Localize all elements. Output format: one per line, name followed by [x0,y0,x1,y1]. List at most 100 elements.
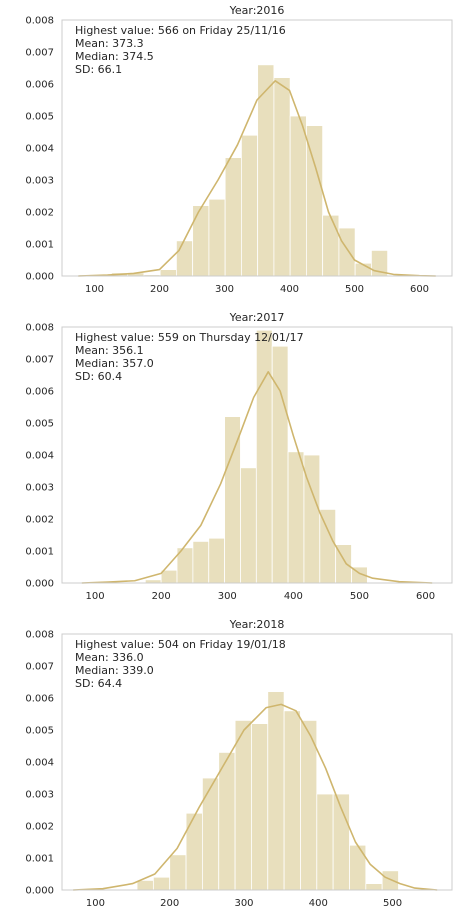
chart-title: Year:2017 [229,311,285,324]
histogram-bar [234,720,252,891]
y-tick-label: 0.003 [25,176,54,187]
y-tick-label: 0.004 [25,144,54,155]
axes-frame [61,633,453,891]
y-tick-label: 0.007 [25,662,54,673]
x-tick-label: 300 [234,898,253,909]
histogram-bar [365,883,383,891]
x-tick-label: 500 [383,898,402,909]
histogram-bar [185,812,203,891]
y-tick-label: 0.005 [25,419,54,430]
histogram-bar [255,329,273,584]
panel-1: 0.000 0.001 0.002 0.003 0.004 0.005 0.006 0.007… [25,4,453,295]
kde-line [81,370,433,584]
y-tick-label: 0.007 [25,48,54,59]
stats-annotation: Median: 339.0 [75,664,154,677]
y-tick-label: 0.002 [25,822,54,833]
stats-annotation: SD: 64.4 [75,677,122,690]
histogram-bar [267,691,285,891]
histogram-bar [316,793,334,891]
histogram-bar [160,569,178,584]
histogram-bar [240,134,259,277]
histogram-bar [251,723,269,891]
histogram-bar [224,157,242,277]
y-tick-label: 0.002 [25,208,54,219]
histogram-bar [136,880,154,891]
x-tick-label: 600 [416,591,435,602]
kde-line [78,80,436,277]
y-tick-label: 0.002 [25,515,54,526]
histogram-bar [224,416,241,584]
y-tick-label: 0.006 [25,80,54,91]
stats-annotation: Highest value: 566 on Friday 25/11/16 [75,24,286,37]
y-tick-label: 0.003 [25,483,54,494]
x-tick-label: 500 [345,284,364,295]
x-tick-label: 300 [215,284,234,295]
x-tick-label: 100 [85,284,104,295]
y-tick-label: 0.005 [25,112,54,123]
stats-annotation: Median: 374.5 [75,50,154,63]
x-tick-label: 400 [284,591,303,602]
stats-annotation: SD: 66.1 [75,63,122,76]
histogram-bar [218,752,236,891]
y-tick-label: 0.006 [25,387,54,398]
kde-line [73,703,438,891]
x-tick-label: 500 [350,591,369,602]
y-tick-label: 0.008 [25,16,54,27]
panel-3: 0.000 0.001 0.002 0.003 0.004 0.005 0.006 0.007… [25,618,453,909]
histogram-bar [283,710,301,891]
histogram-bar [152,876,171,891]
histogram-bar [273,77,291,277]
x-tick-label: 600 [410,284,429,295]
y-tick-label: 0.001 [25,854,54,865]
x-tick-label: 200 [150,284,169,295]
x-tick-label: 300 [218,591,237,602]
histogram-bar [159,269,177,277]
histogram-bar [208,537,226,584]
chart-title: Year:2016 [229,4,285,17]
histogram-bar [289,115,307,277]
histogram-bar [208,198,226,277]
histogram-bar [169,854,187,891]
y-tick-label: 0.000 [25,886,54,897]
histogram-bar [192,205,210,277]
histogram-bar [319,508,337,584]
stats-annotation: Mean: 373.3 [75,37,144,50]
y-tick-label: 0.000 [25,579,54,590]
stats-annotation: SD: 60.4 [75,370,122,383]
x-tick-label: 100 [86,898,105,909]
axes-frame [61,326,453,584]
y-tick-label: 0.006 [25,694,54,705]
histogram-bar [322,214,340,277]
histogram-bar [381,870,399,891]
stats-annotation: Highest value: 504 on Friday 19/01/18 [75,638,286,651]
histogram-bar [201,777,220,891]
y-tick-label: 0.000 [25,272,54,283]
panel-2: 0.000 0.001 0.002 0.003 0.004 0.005 0.006 0.007… [25,311,453,602]
chart-title: Year:2018 [229,618,285,631]
y-tick-label: 0.001 [25,240,54,251]
stats-annotation: Mean: 336.0 [75,651,144,664]
y-tick-label: 0.004 [25,758,54,769]
histogram-bar [287,451,305,584]
histogram-bar [300,720,318,891]
x-tick-label: 200 [152,591,171,602]
axes-frame [61,19,453,277]
y-tick-label: 0.003 [25,790,54,801]
y-tick-label: 0.005 [25,726,54,737]
x-tick-label: 400 [309,898,328,909]
histogram-bar [349,844,367,891]
stats-annotation: Mean: 356.1 [75,344,144,357]
y-tick-label: 0.008 [25,323,54,334]
histogram-bar [175,240,194,277]
y-tick-label: 0.007 [25,355,54,366]
histogram-bar [192,541,210,584]
histogram-bar [338,227,356,277]
y-tick-label: 0.004 [25,451,54,462]
histogram-bar [240,467,257,584]
y-tick-label: 0.008 [25,630,54,641]
stats-annotation: Median: 357.0 [75,357,154,370]
x-tick-label: 400 [280,284,299,295]
y-tick-label: 0.001 [25,547,54,558]
x-tick-label: 200 [160,898,179,909]
